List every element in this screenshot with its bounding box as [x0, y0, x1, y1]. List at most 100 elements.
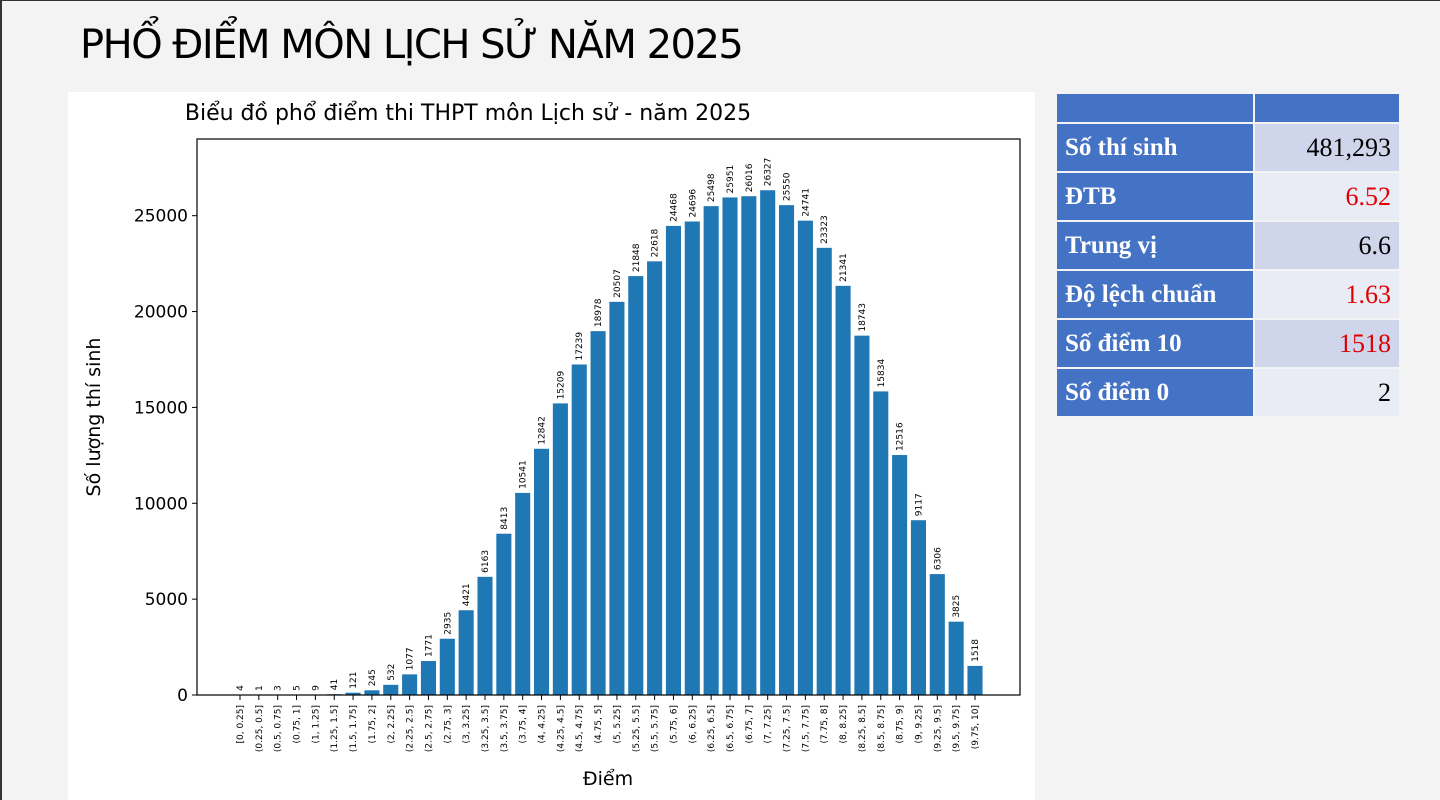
x-tick-label: (8.5, 8.75] — [877, 705, 887, 752]
x-tick-label: (6.5, 6.75] — [726, 705, 736, 752]
value-label: 23323 — [820, 215, 830, 244]
x-tick-label: (0.25, 0.5] — [255, 705, 265, 752]
row-value: 6.52 — [1255, 173, 1399, 220]
y-tick-label: 20000 — [134, 303, 188, 323]
y-tick-label: 0 — [177, 686, 188, 706]
value-label: 6163 — [481, 550, 491, 573]
bar — [345, 692, 361, 695]
value-label: 26016 — [745, 163, 755, 192]
bar — [647, 261, 663, 695]
table-header — [1057, 94, 1399, 122]
x-tick-label: (3.5, 3.75] — [500, 705, 510, 752]
x-tick-label: (1.5, 1.75] — [349, 705, 359, 752]
value-label: 4 — [236, 685, 246, 691]
value-label: 15834 — [877, 359, 887, 388]
header-cell — [1057, 94, 1253, 122]
row-value: 1.63 — [1255, 271, 1399, 318]
bar — [590, 331, 606, 695]
table-row: ĐTB 6.52 — [1057, 173, 1399, 220]
bar — [439, 638, 455, 695]
x-tick-label: (9.5, 9.75] — [952, 705, 962, 752]
bar — [496, 533, 512, 695]
x-tick-label: (0.5, 0.75] — [274, 705, 284, 752]
row-value: 2 — [1255, 369, 1399, 416]
bar — [722, 197, 738, 695]
bar — [797, 220, 813, 695]
bar — [665, 225, 681, 695]
value-label: 26327 — [764, 158, 774, 187]
bar — [420, 661, 436, 695]
x-tick-label: (9.25, 9.5] — [933, 705, 943, 752]
x-tick-label: (2.25, 2.5] — [406, 705, 416, 752]
x-tick-label: (6.25, 6.5] — [707, 705, 717, 752]
bar — [854, 335, 870, 695]
x-tick-label: (6, 6.25] — [688, 705, 698, 744]
x-tick-label: (4.75, 5] — [594, 705, 604, 744]
bar — [571, 364, 587, 695]
chart-title: Biểu đồ phổ điểm thi THPT môn Lịch sử - … — [185, 101, 751, 126]
y-tick-label: 25000 — [134, 207, 188, 227]
row-value: 6.6 — [1255, 222, 1399, 269]
bar — [703, 206, 719, 695]
value-label: 3 — [274, 685, 284, 691]
slide-title: PHỔ ĐIỂM MÔN LỊCH SỬ NĂM 2025 — [80, 22, 744, 68]
y-tick-label: 15000 — [134, 398, 188, 418]
value-label: 9 — [311, 685, 321, 691]
bar — [684, 221, 700, 695]
x-tick-label: (8, 8.25] — [839, 705, 849, 744]
value-label: 10541 — [519, 460, 529, 489]
x-tick-label: (1.25, 1.5] — [330, 705, 340, 752]
bar — [477, 576, 493, 695]
table-row: Số điểm 10 1518 — [1057, 320, 1399, 367]
row-value: 1518 — [1255, 320, 1399, 367]
table-row: Trung vị 6.6 — [1057, 222, 1399, 269]
bar — [873, 391, 889, 695]
x-tick-label: (7, 7.25] — [764, 705, 774, 744]
bar — [760, 190, 776, 695]
row-label: Số điểm 0 — [1057, 369, 1253, 416]
value-label: 5 — [293, 685, 303, 691]
x-tick-label: (3.75, 4] — [519, 705, 529, 744]
x-tick-label: (4, 4.25] — [538, 705, 548, 744]
value-label: 41 — [330, 679, 340, 690]
value-label: 21848 — [632, 243, 642, 272]
x-tick-label: (5.75, 6] — [669, 705, 679, 744]
x-tick-label: (1, 1.25] — [311, 705, 321, 744]
bar — [628, 276, 644, 695]
value-label: 12842 — [538, 416, 548, 445]
x-tick-label: [0, 0.25] — [236, 705, 246, 744]
x-tick-label: (5.25, 5.5] — [632, 705, 642, 752]
value-label: 9117 — [914, 493, 924, 516]
value-label: 25498 — [707, 173, 717, 202]
value-label: 1 — [255, 685, 265, 691]
bar — [779, 205, 795, 695]
value-label: 20507 — [613, 269, 623, 298]
bar — [458, 610, 474, 695]
value-label: 6306 — [933, 547, 943, 570]
bar — [364, 690, 380, 695]
x-tick-label: (7.75, 8] — [820, 705, 830, 744]
value-label: 12516 — [896, 422, 906, 451]
bar — [383, 684, 399, 695]
x-tick-label: (8.25, 8.5] — [858, 705, 868, 752]
bar — [910, 520, 926, 695]
x-tick-label: (7.25, 7.5] — [783, 705, 793, 752]
bar — [892, 455, 908, 695]
bar — [929, 574, 945, 695]
row-label: Số thí sinh — [1057, 124, 1253, 171]
value-label: 24696 — [688, 189, 698, 218]
bar — [816, 247, 832, 695]
x-tick-label: (5, 5.25] — [613, 705, 623, 744]
bar — [948, 621, 964, 695]
row-label: Trung vị — [1057, 222, 1253, 269]
bar — [534, 448, 550, 695]
table-row: Độ lệch chuẩn 1.63 — [1057, 271, 1399, 318]
bar — [402, 674, 418, 695]
x-axis-label: Điểm — [583, 768, 633, 790]
x-tick-label: (6.75, 7] — [745, 705, 755, 744]
x-tick-label: (1.75, 2] — [368, 705, 378, 744]
y-axis-label: Số lượng thí sinh — [83, 338, 105, 497]
bar — [552, 403, 568, 695]
table-row: Số thí sinh 481,293 — [1057, 124, 1399, 171]
